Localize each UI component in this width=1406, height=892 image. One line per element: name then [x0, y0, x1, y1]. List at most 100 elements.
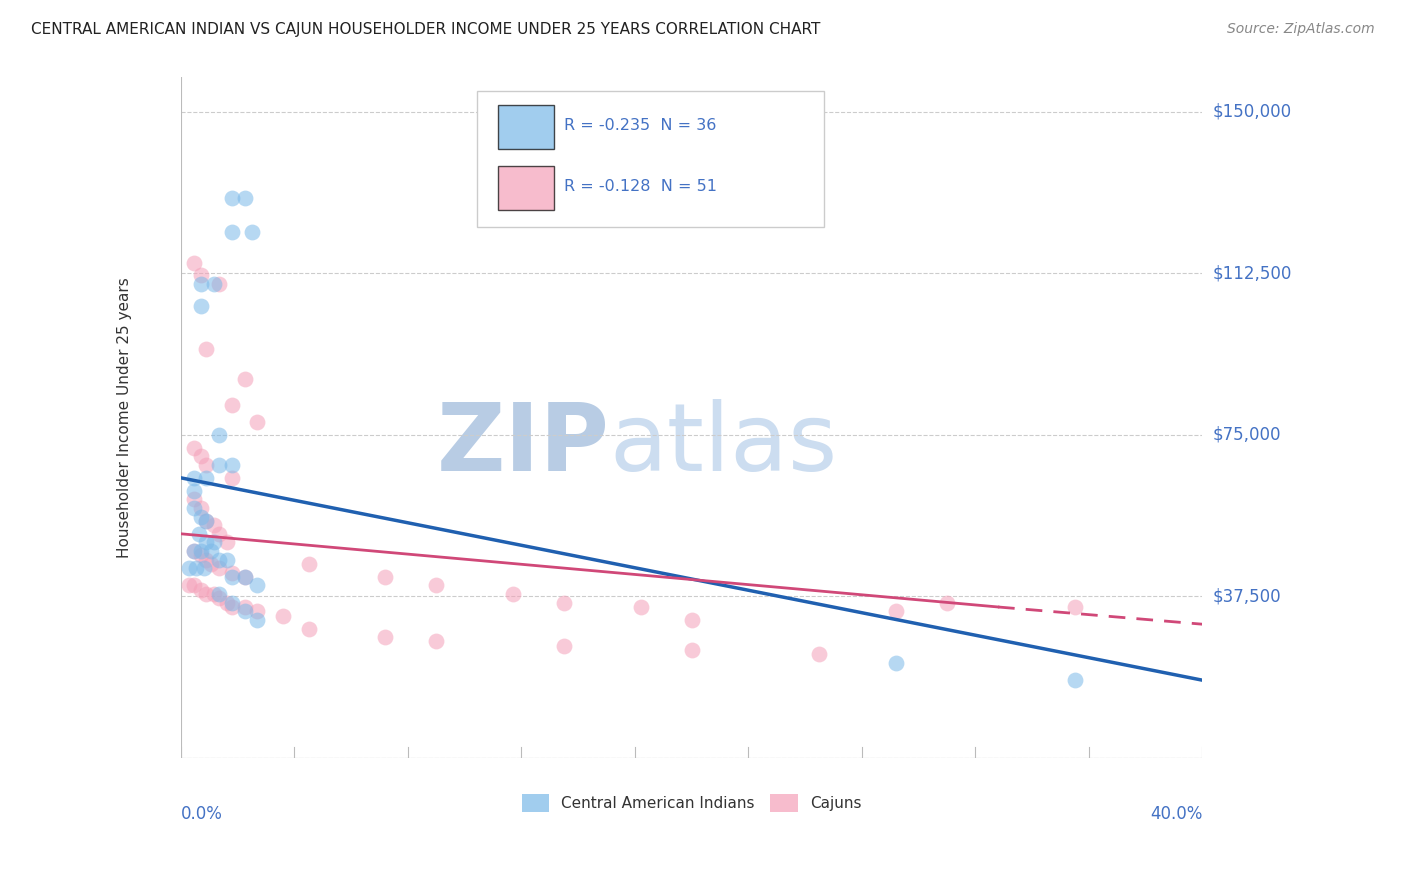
Point [208, 526, 231, 541]
Legend: Central American Indians, Cajuns: Central American Indians, Cajuns [516, 789, 868, 818]
Point [233, 604, 256, 618]
FancyBboxPatch shape [477, 91, 824, 227]
Point [183, 544, 205, 558]
Point [502, 587, 524, 601]
Point [208, 587, 231, 601]
Point [195, 514, 218, 528]
Point [553, 639, 575, 653]
Point [221, 599, 243, 614]
Point [177, 561, 200, 575]
Point [208, 591, 231, 606]
Point [183, 544, 205, 558]
Point [233, 570, 256, 584]
Text: $150,000: $150,000 [1212, 103, 1292, 121]
Point [183, 441, 205, 455]
Point [208, 458, 231, 472]
Point [221, 471, 243, 485]
Point [374, 570, 396, 584]
Point [271, 608, 294, 623]
Point [221, 566, 243, 580]
FancyBboxPatch shape [498, 166, 554, 211]
Point [183, 578, 205, 592]
Point [884, 656, 907, 670]
Point [936, 596, 959, 610]
Point [1063, 599, 1085, 614]
Text: $75,000: $75,000 [1212, 425, 1281, 444]
Text: Householder Income Under 25 years: Householder Income Under 25 years [117, 277, 132, 558]
Point [183, 471, 205, 485]
Point [202, 587, 225, 601]
Point [183, 483, 205, 498]
Text: 0.0%: 0.0% [181, 805, 222, 823]
Point [177, 578, 200, 592]
Text: CENTRAL AMERICAN INDIAN VS CAJUN HOUSEHOLDER INCOME UNDER 25 YEARS CORRELATION C: CENTRAL AMERICAN INDIAN VS CAJUN HOUSEHO… [31, 22, 820, 37]
Point [190, 500, 212, 515]
Point [233, 372, 256, 386]
Point [884, 604, 907, 618]
Text: $37,500: $37,500 [1212, 587, 1281, 605]
Point [200, 544, 222, 558]
Point [246, 613, 269, 627]
Point [202, 277, 225, 291]
Point [195, 471, 218, 485]
Text: Source: ZipAtlas.com: Source: ZipAtlas.com [1227, 22, 1375, 37]
Point [195, 342, 218, 356]
Point [221, 570, 243, 584]
Point [190, 277, 212, 291]
Point [183, 492, 205, 507]
Point [208, 552, 231, 566]
Point [297, 622, 319, 636]
Point [221, 226, 243, 240]
Point [246, 415, 269, 429]
Point [186, 561, 208, 575]
Point [200, 557, 222, 571]
Point [195, 587, 218, 601]
Text: 40.0%: 40.0% [1150, 805, 1202, 823]
Point [681, 643, 703, 657]
Point [221, 398, 243, 412]
Point [187, 526, 209, 541]
Point [215, 552, 238, 566]
Point [233, 191, 256, 205]
FancyBboxPatch shape [498, 104, 554, 149]
Point [190, 268, 212, 283]
Point [195, 514, 218, 528]
Point [221, 458, 243, 472]
Point [183, 500, 205, 515]
Point [808, 648, 831, 662]
Point [425, 634, 447, 648]
Point [202, 535, 225, 549]
Point [195, 458, 218, 472]
Point [553, 596, 575, 610]
Point [630, 599, 652, 614]
Point [1063, 673, 1085, 688]
Point [240, 226, 263, 240]
Point [425, 578, 447, 592]
Text: atlas: atlas [610, 399, 838, 491]
Point [190, 549, 212, 563]
Text: R = -0.128  N = 51: R = -0.128 N = 51 [564, 178, 717, 194]
Point [190, 544, 212, 558]
Point [195, 535, 218, 549]
Point [208, 277, 231, 291]
Point [233, 570, 256, 584]
Point [233, 599, 256, 614]
Point [190, 299, 212, 313]
Text: ZIP: ZIP [437, 399, 610, 491]
Point [221, 596, 243, 610]
Point [215, 535, 238, 549]
Point [246, 578, 269, 592]
Point [193, 561, 215, 575]
Point [681, 613, 703, 627]
Point [202, 518, 225, 533]
Point [190, 450, 212, 464]
Point [195, 552, 218, 566]
Text: $112,500: $112,500 [1212, 264, 1292, 283]
Text: R = -0.235  N = 36: R = -0.235 N = 36 [564, 118, 716, 133]
Point [208, 561, 231, 575]
Point [374, 630, 396, 644]
Point [183, 255, 205, 269]
Point [221, 191, 243, 205]
Point [190, 509, 212, 524]
Point [190, 582, 212, 597]
